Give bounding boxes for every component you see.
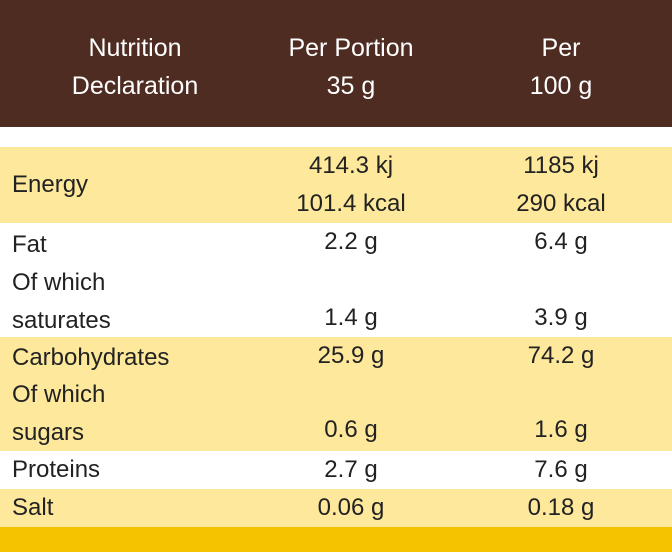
row-label: Salt bbox=[12, 494, 54, 521]
header-nutrition-declaration: Nutrition Declaration bbox=[20, 29, 250, 105]
value-per-100g: 1185 kj 290 kcal bbox=[446, 147, 672, 223]
value-per-portion: 2.2 g bbox=[324, 228, 378, 255]
header-col2-line2: 100 g bbox=[529, 72, 593, 100]
value-per-portion: 2.7 g bbox=[324, 456, 378, 483]
row-label-line1: Of which bbox=[12, 269, 106, 296]
row-label: Of which saturates bbox=[12, 264, 111, 340]
value-kcal: 101.4 kcal bbox=[296, 190, 406, 217]
value-kcal: 290 kcal bbox=[516, 190, 606, 217]
value-per-100g: 74.2 g bbox=[527, 342, 595, 369]
value-per-100g: 6.4 g bbox=[534, 228, 588, 255]
header-col0-line1: Nutrition bbox=[88, 34, 182, 62]
header-per-100g: Per 100 g bbox=[446, 29, 672, 105]
row-label: Fat bbox=[12, 231, 47, 258]
value-per-portion: 0.06 g bbox=[317, 494, 385, 521]
footer-bar bbox=[0, 527, 672, 552]
header-col1-line2: 35 g bbox=[326, 72, 376, 100]
row-label-line1: Of which bbox=[12, 381, 106, 408]
header-per-portion: Per Portion 35 g bbox=[236, 29, 466, 105]
row-label-line2: saturates bbox=[12, 307, 111, 334]
value-kj: 414.3 kj bbox=[308, 152, 394, 179]
header-col1-line1: Per Portion bbox=[288, 34, 414, 62]
value-per-100g: 1.6 g bbox=[534, 416, 588, 443]
value-per-portion: 25.9 g bbox=[317, 342, 385, 369]
value-kj: 1185 kj bbox=[523, 152, 599, 179]
table-row-saturates: Of which saturates 1.4 g 3.9 g bbox=[0, 261, 672, 337]
value-per-100g: 3.9 g bbox=[534, 304, 588, 331]
table-row-fat: Fat 2.2 g 6.4 g bbox=[0, 223, 672, 261]
row-label: Proteins bbox=[12, 456, 101, 483]
value-per-portion: 0.6 g bbox=[324, 416, 378, 443]
table-row-proteins: Proteins 2.7 g 7.6 g bbox=[0, 451, 672, 489]
value-per-portion: 1.4 g bbox=[324, 304, 378, 331]
table-header: Nutrition Declaration Per Portion 35 g P… bbox=[0, 0, 672, 127]
table-row-energy: Energy 414.3 kj 101.4 kcal 1185 kj 290 k… bbox=[0, 147, 672, 223]
row-label: Energy bbox=[12, 171, 89, 198]
table-row-sugars: Of which sugars 0.6 g 1.6 g bbox=[0, 375, 672, 451]
value-per-100g: 0.18 g bbox=[527, 494, 595, 521]
row-label: Of which sugars bbox=[12, 376, 105, 452]
row-label-line2: sugars bbox=[12, 419, 85, 446]
header-gap bbox=[0, 127, 672, 147]
table-row-carbohydrates: Carbohydrates 25.9 g 74.2 g bbox=[0, 337, 672, 375]
value-per-portion: 414.3 kj 101.4 kcal bbox=[236, 147, 466, 223]
value-per-100g: 7.6 g bbox=[534, 456, 588, 483]
row-label: Carbohydrates bbox=[12, 344, 170, 371]
table-row-salt: Salt 0.06 g 0.18 g bbox=[0, 489, 672, 527]
header-col0-line2: Declaration bbox=[71, 72, 199, 100]
header-col2-line1: Per bbox=[541, 34, 581, 62]
